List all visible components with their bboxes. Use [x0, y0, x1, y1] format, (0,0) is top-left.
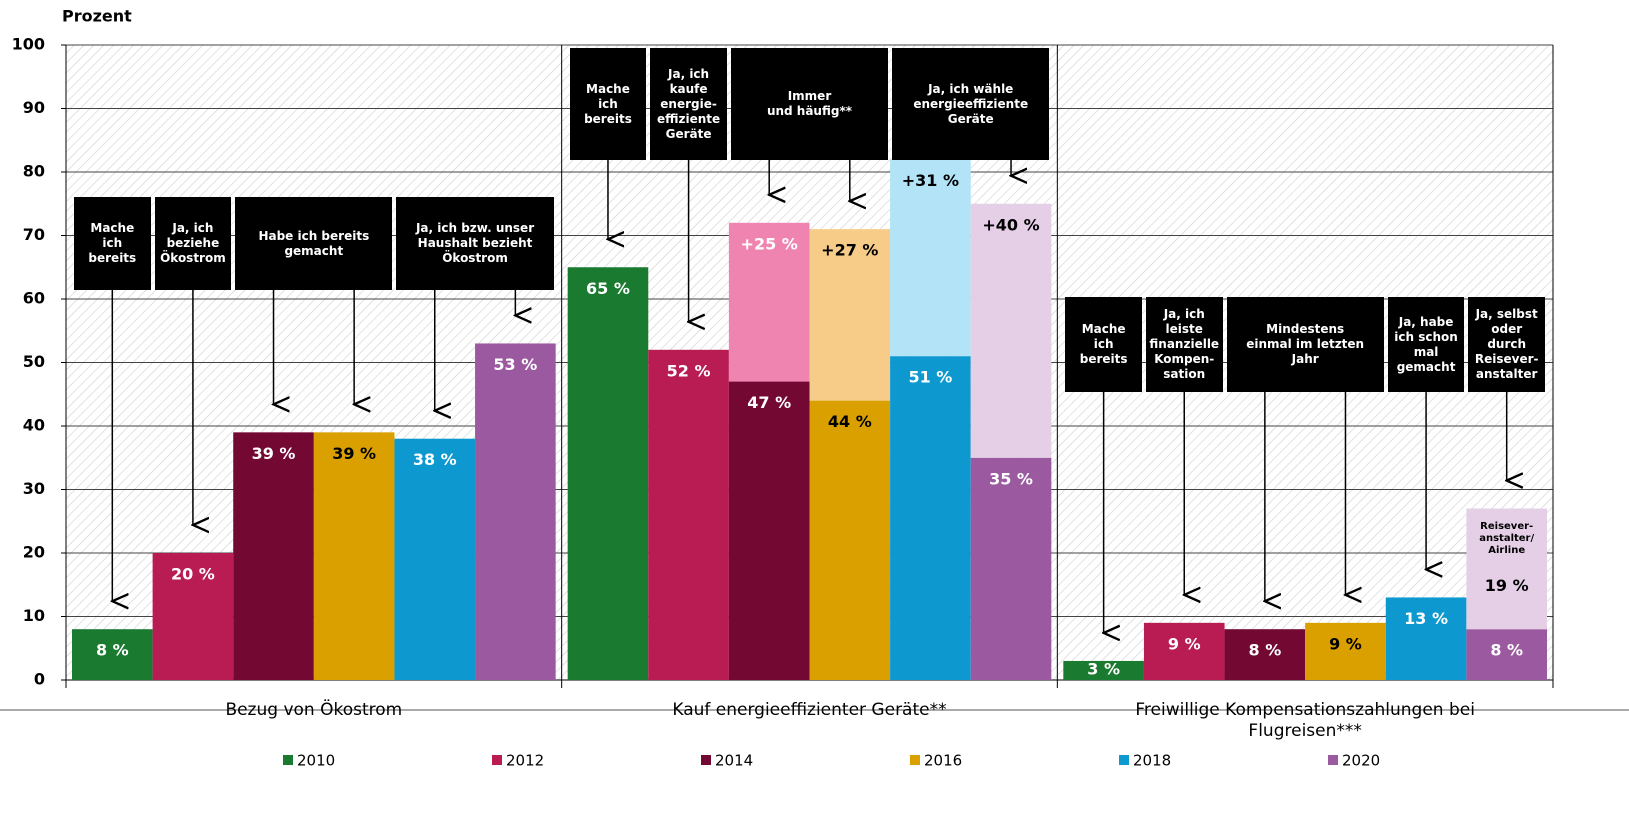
y-tick-label: 40 [23, 416, 45, 435]
bar [72, 629, 153, 680]
bar [394, 438, 476, 680]
y-tick-label: 70 [23, 225, 45, 244]
legend-swatch [283, 755, 293, 765]
increment-label: 19 % [1485, 576, 1529, 595]
value-label: 13 % [1404, 609, 1448, 628]
bar-increment [890, 159, 971, 357]
value-label: 65 % [586, 279, 630, 298]
annotation-box: Immer und häufig** [730, 48, 889, 160]
value-label: 9 % [1329, 634, 1362, 653]
bar [233, 432, 314, 680]
bar [1224, 629, 1306, 680]
bar [475, 343, 556, 680]
annotation-box: Ja, ich beziehe Ökostrom [154, 197, 232, 290]
legend-label: 2018 [1133, 752, 1171, 770]
legend-label: 2010 [297, 752, 335, 770]
value-label: 8 % [1490, 641, 1523, 660]
increment-note: Reisever- anstalter/ Airline [1479, 520, 1535, 556]
legend-swatch [1119, 755, 1129, 765]
y-tick-label: 60 [23, 289, 45, 308]
bar [890, 356, 971, 680]
bar-increment [728, 222, 810, 382]
bar [648, 349, 729, 680]
value-label: 52 % [667, 361, 711, 380]
value-label: 47 % [747, 393, 791, 412]
y-tick-label: 100 [12, 35, 45, 54]
bar [567, 267, 649, 680]
value-label: 8 % [96, 641, 129, 660]
value-label: 9 % [1168, 634, 1201, 653]
y-tick-label: 0 [34, 670, 45, 689]
value-label: 35 % [989, 469, 1033, 488]
annotation-box: Ja, ich wähle energieeffiziente Geräte [892, 48, 1050, 160]
value-label: 3 % [1087, 660, 1120, 679]
increment-label: +40 % [982, 215, 1039, 234]
value-label: 39 % [252, 444, 296, 463]
category-label: Bezug von Ökostrom [225, 700, 403, 720]
annotation-box: Mindestens einmal im letzten Jahr [1226, 297, 1384, 392]
annotation-box: Mache ich bereits [1065, 297, 1142, 392]
legend-swatch [701, 755, 711, 765]
y-tick-label: 50 [23, 352, 45, 371]
annotation-box: Mache ich bereits [74, 197, 151, 290]
legend-swatch [1328, 755, 1338, 765]
value-label: 44 % [828, 412, 872, 431]
legend-label: 2014 [715, 752, 753, 770]
annotation-box: Ja, ich leiste finanzielle Kompen- satio… [1145, 297, 1223, 392]
bar [1063, 660, 1144, 680]
y-tick-label: 10 [23, 606, 45, 625]
value-label: 20 % [171, 565, 215, 584]
bar-increment [970, 203, 1052, 458]
category-label: Kauf energieeffizienter Geräte** [672, 700, 947, 720]
y-tick-label: 90 [23, 98, 45, 117]
annotation-box: Habe ich bereits gemacht [235, 197, 393, 290]
annotation-box: Mache ich bereits [569, 48, 647, 160]
y-axis-label: Prozent [62, 7, 132, 26]
increment-label: +31 % [902, 171, 959, 190]
bar [1466, 629, 1547, 680]
legend-label: 2016 [924, 752, 962, 770]
bar [1143, 622, 1225, 680]
bar-increment [1466, 508, 1547, 630]
legend-label: 2012 [506, 752, 544, 770]
increment-label: +27 % [821, 241, 878, 260]
value-label: 51 % [908, 368, 952, 387]
category-label: Freiwillige Kompensationszahlungen bei F… [1135, 700, 1475, 742]
bar [1305, 622, 1386, 680]
y-tick-label: 80 [23, 162, 45, 181]
bar [728, 381, 810, 680]
bar [313, 432, 395, 680]
bar [809, 400, 891, 680]
y-tick-label: 30 [23, 479, 45, 498]
annotation-box: Ja, selbst oder durch Reisever- anstalte… [1468, 297, 1545, 392]
annotation-box: Ja, ich bzw. unser Haushalt bezieht Ökos… [396, 197, 554, 290]
bar [152, 553, 234, 680]
legend-swatch [492, 755, 502, 765]
value-label: 8 % [1248, 641, 1281, 660]
value-label: 53 % [493, 355, 537, 374]
bar [1385, 597, 1467, 680]
bar-increment [809, 229, 891, 401]
annotation-box: Ja, ich kaufe energie- effiziente Geräte [650, 48, 727, 160]
value-label: 39 % [332, 444, 376, 463]
legend-label: 2020 [1342, 752, 1380, 770]
bar [970, 457, 1052, 680]
legend-swatch [910, 755, 920, 765]
annotation-box: Ja, habe ich schon mal gemacht [1387, 297, 1465, 392]
y-tick-label: 20 [23, 543, 45, 562]
value-label: 38 % [413, 450, 457, 469]
increment-label: +25 % [741, 234, 798, 253]
